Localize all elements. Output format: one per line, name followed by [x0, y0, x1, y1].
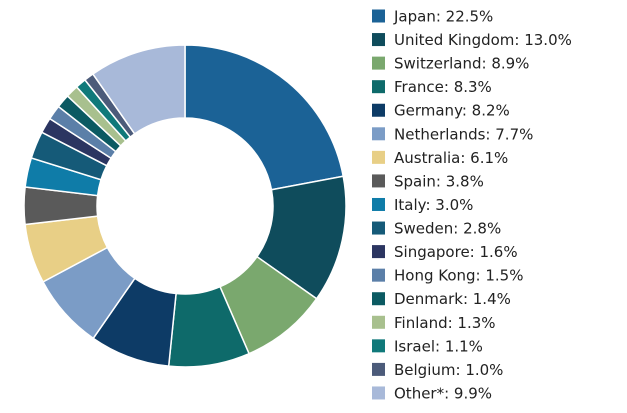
legend-swatch	[372, 315, 385, 329]
legend-swatch	[372, 268, 385, 282]
legend-swatch	[372, 33, 385, 47]
legend-label: Other*: 9.9%	[394, 384, 492, 402]
legend-swatch	[372, 9, 385, 23]
donut-slice	[184, 44, 345, 191]
legend-label: Belgium: 1.0%	[394, 361, 503, 379]
legend-swatch	[372, 221, 385, 235]
legend-label: Australia: 6.1%	[394, 149, 508, 167]
legend-label: Netherlands: 7.7%	[394, 125, 533, 143]
legend-label: Singapore: 1.6%	[394, 243, 518, 261]
legend-swatch	[372, 56, 385, 70]
legend-swatch	[372, 245, 385, 259]
legend-label: Spain: 3.8%	[394, 172, 484, 190]
legend-swatch	[372, 80, 385, 94]
legend-swatch	[372, 339, 385, 353]
legend-label: Switzerland: 8.9%	[394, 55, 529, 73]
legend-swatch	[372, 150, 385, 164]
legend-label: Israel: 1.1%	[394, 337, 483, 355]
legend-swatch	[372, 103, 385, 117]
legend-label: France: 8.3%	[394, 78, 492, 96]
legend-label: Finland: 1.3%	[394, 314, 496, 332]
legend-swatch	[372, 174, 385, 188]
legend-label: Japan: 22.5%	[393, 8, 493, 26]
legend-swatch	[372, 127, 385, 141]
legend-label: Germany: 8.2%	[394, 102, 510, 120]
legend-label: Sweden: 2.8%	[394, 220, 501, 238]
legend-label: United Kingdom: 13.0%	[394, 31, 572, 49]
legend-swatch	[372, 292, 385, 306]
legend-label: Hong Kong: 1.5%	[394, 267, 523, 285]
legend-label: Italy: 3.0%	[394, 196, 473, 214]
legend-swatch	[372, 386, 385, 400]
legend-swatch	[372, 362, 385, 376]
donut-slice	[91, 44, 186, 135]
legend-swatch	[372, 197, 385, 211]
legend-label: Denmark: 1.4%	[394, 290, 511, 308]
